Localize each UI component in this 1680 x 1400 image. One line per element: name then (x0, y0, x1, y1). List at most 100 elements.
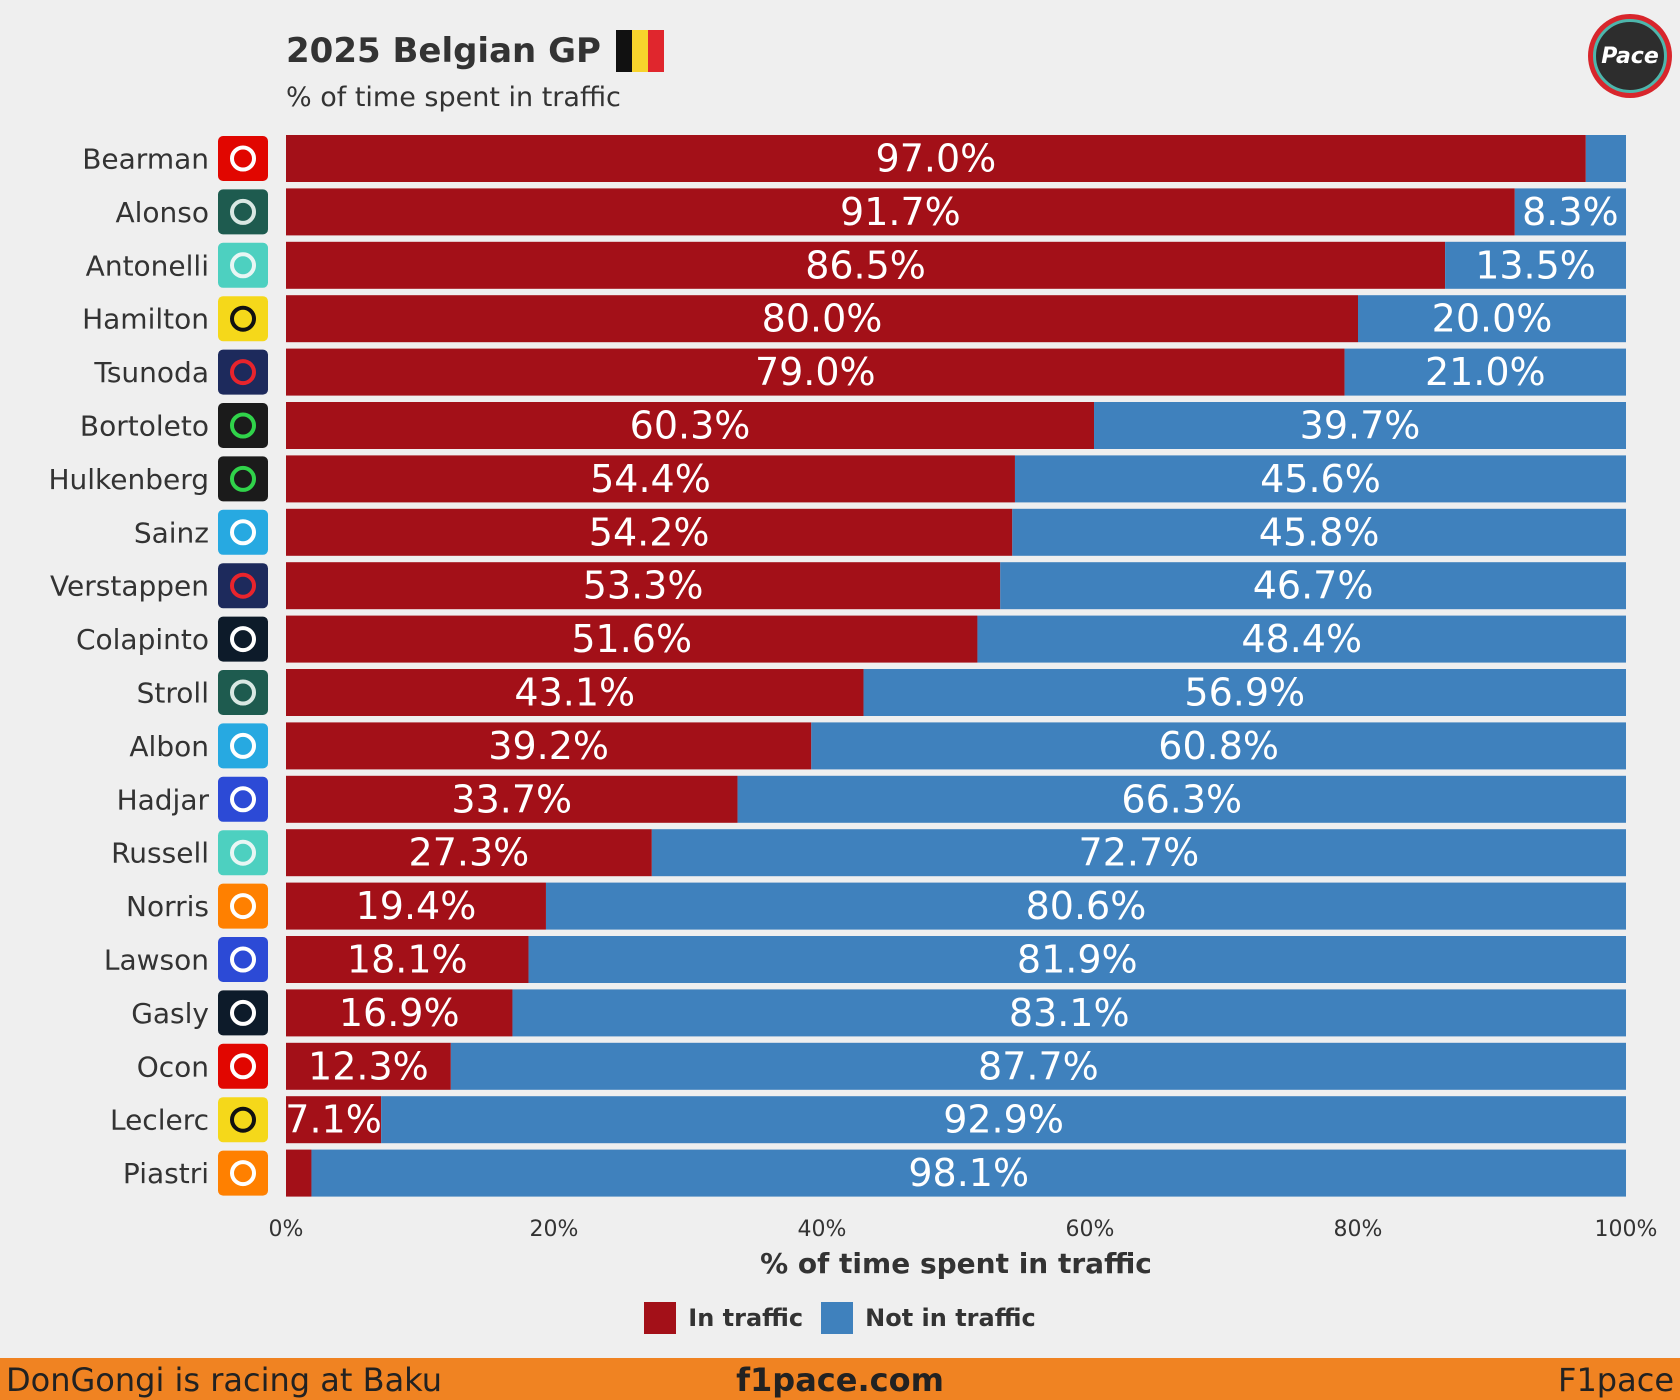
sauber-icon-mark (230, 465, 256, 492)
bar-not-in-traffic-lawson (528, 936, 1626, 983)
pace-logo-icon: Pace (1588, 14, 1672, 98)
data-label-not-in-traffic-piastri: 98.1% (908, 1151, 1029, 1195)
bar-not-in-traffic-albon (811, 722, 1626, 770)
bar-not-in-traffic-alonso (1514, 188, 1626, 236)
legend-label-not-in-traffic: Not in traffic (865, 1304, 1036, 1332)
data-label-not-in-traffic-gasly: 83.1% (1009, 991, 1130, 1035)
belgium-flag-icon (616, 30, 664, 72)
bar-not-in-traffic-gasly (512, 989, 1627, 1037)
sauber-icon (218, 403, 268, 448)
data-label-not-in-traffic-bortoleto: 39.7% (1300, 404, 1421, 448)
bar-not-in-traffic-hamilton (1358, 295, 1626, 343)
driver-label-ocon: Ocon (137, 1050, 209, 1083)
bar-not-in-traffic-stroll (863, 669, 1626, 716)
bar-not-in-traffic-verstappen (1000, 562, 1626, 610)
data-label-not-in-traffic-verstappen: 46.7% (1253, 564, 1374, 608)
data-label-not-in-traffic-leclerc: 92.9% (943, 1098, 1064, 1142)
haas-icon-mark (230, 145, 256, 172)
data-label-not-in-traffic-colapinto: 48.4% (1241, 617, 1362, 661)
data-label-in-traffic-hamilton: 80.0% (762, 297, 883, 341)
bar-in-traffic-gasly (286, 989, 513, 1037)
williams-icon (218, 509, 268, 555)
bar-in-traffic-stroll (286, 669, 864, 716)
data-label-not-in-traffic-hadjar: 66.3% (1121, 777, 1242, 821)
bar-in-traffic-bearman (286, 135, 1586, 182)
sauber-icon-mark (230, 412, 256, 439)
data-label-not-in-traffic-ocon: 87.7% (978, 1044, 1099, 1088)
alpine-icon (218, 990, 268, 1036)
bar-not-in-traffic-hulkenberg (1014, 455, 1626, 503)
driver-label-gasly: Gasly (131, 997, 209, 1030)
data-label-in-traffic-hadjar: 33.7% (451, 777, 572, 821)
footer-message: DonGongi is racing at Baku (6, 1361, 442, 1399)
legend: In traffic Not in traffic (0, 1302, 1680, 1334)
footer-banner: DonGongi is racing at Baku f1pace.com F1… (0, 1358, 1680, 1400)
red-bull-icon-mark (230, 572, 256, 599)
bar-in-traffic-verstappen (286, 562, 1001, 610)
stacked-bar-chart: 97.0% Bearman 91.7% 8.3% Alonso 86.5% 13.5% Ant… (48, 135, 1657, 1242)
x-tick-label-80: 80% (1334, 1217, 1383, 1242)
bar-in-traffic-ocon (286, 1042, 451, 1090)
data-label-in-traffic-verstappen: 53.3% (583, 564, 704, 608)
bar-in-traffic-hadjar (286, 775, 738, 823)
driver-label-leclerc: Leclerc (110, 1104, 209, 1137)
mercedes-icon (218, 830, 268, 876)
bar-in-traffic-alonso (286, 188, 1515, 236)
alpine-icon (218, 616, 268, 662)
bar-in-traffic-tsunoda (286, 348, 1345, 396)
bar-not-in-traffic-norris (545, 882, 1627, 930)
driver-label-hadjar: Hadjar (117, 783, 210, 816)
data-label-not-in-traffic-hamilton: 20.0% (1432, 297, 1553, 341)
data-label-in-traffic-bortoleto: 60.3% (630, 404, 751, 448)
data-label-not-in-traffic-norris: 80.6% (1026, 884, 1147, 928)
footer-link[interactable]: f1pace.com (736, 1361, 944, 1399)
bar-in-traffic-hulkenberg (286, 455, 1015, 503)
bar-not-in-traffic-ocon (450, 1042, 1626, 1090)
driver-label-norris: Norris (126, 890, 209, 923)
alpine-icon-mark (230, 626, 256, 653)
williams-icon-mark (230, 732, 256, 759)
driver-label-piastri: Piastri (123, 1157, 209, 1190)
driver-label-russell: Russell (111, 837, 209, 870)
legend-swatch-not-in-traffic (821, 1302, 854, 1334)
mclaren-icon-mark (230, 893, 256, 920)
ferrari-icon-mark (230, 305, 256, 332)
red-bull-icon (218, 349, 268, 395)
data-label-in-traffic-antonelli: 86.5% (805, 243, 926, 287)
driver-label-bortoleto: Bortoleto (80, 410, 209, 443)
mercedes-icon-mark (230, 839, 256, 866)
bar-in-traffic-leclerc (286, 1096, 382, 1144)
data-label-not-in-traffic-stroll: 56.9% (1184, 671, 1305, 715)
bar-not-in-traffic-tsunoda (1344, 348, 1626, 396)
data-label-in-traffic-norris: 19.4% (356, 884, 477, 928)
racing-bulls-icon (218, 937, 268, 982)
driver-label-stroll: Stroll (137, 677, 209, 710)
red-bull-icon (218, 563, 268, 609)
data-label-not-in-traffic-hulkenberg: 45.6% (1260, 457, 1381, 501)
driver-label-antonelli: Antonelli (86, 249, 209, 282)
x-tick-label-60: 60% (1066, 1217, 1115, 1242)
driver-label-bearman: Bearman (82, 143, 209, 176)
driver-label-tsunoda: Tsunoda (93, 356, 209, 389)
ferrari-icon (218, 296, 268, 342)
data-label-in-traffic-gasly: 16.9% (339, 991, 460, 1035)
mclaren-icon (218, 883, 268, 929)
data-label-in-traffic-colapinto: 51.6% (571, 617, 692, 661)
driver-label-alonso: Alonso (115, 196, 209, 229)
racing-bulls-icon-mark (230, 946, 256, 973)
data-label-in-traffic-hulkenberg: 54.4% (590, 457, 711, 501)
data-label-in-traffic-alonso: 91.7% (840, 190, 961, 234)
racing-bulls-icon-mark (230, 786, 256, 813)
mercedes-icon-mark (230, 252, 256, 279)
data-label-in-traffic-albon: 39.2% (488, 724, 609, 768)
racing-bulls-icon (218, 776, 268, 822)
bar-not-in-traffic-russell (651, 829, 1626, 877)
bar-not-in-traffic-antonelli (1445, 241, 1626, 289)
bar-in-traffic-lawson (286, 936, 529, 983)
x-tick-label-0: 0% (269, 1217, 304, 1242)
data-label-in-traffic-tsunoda: 79.0% (755, 350, 876, 394)
bar-not-in-traffic-leclerc (381, 1096, 1626, 1144)
data-label-not-in-traffic-lawson: 81.9% (1017, 938, 1138, 982)
bar-not-in-traffic-bortoleto (1094, 402, 1626, 449)
driver-label-hulkenberg: Hulkenberg (48, 463, 209, 496)
